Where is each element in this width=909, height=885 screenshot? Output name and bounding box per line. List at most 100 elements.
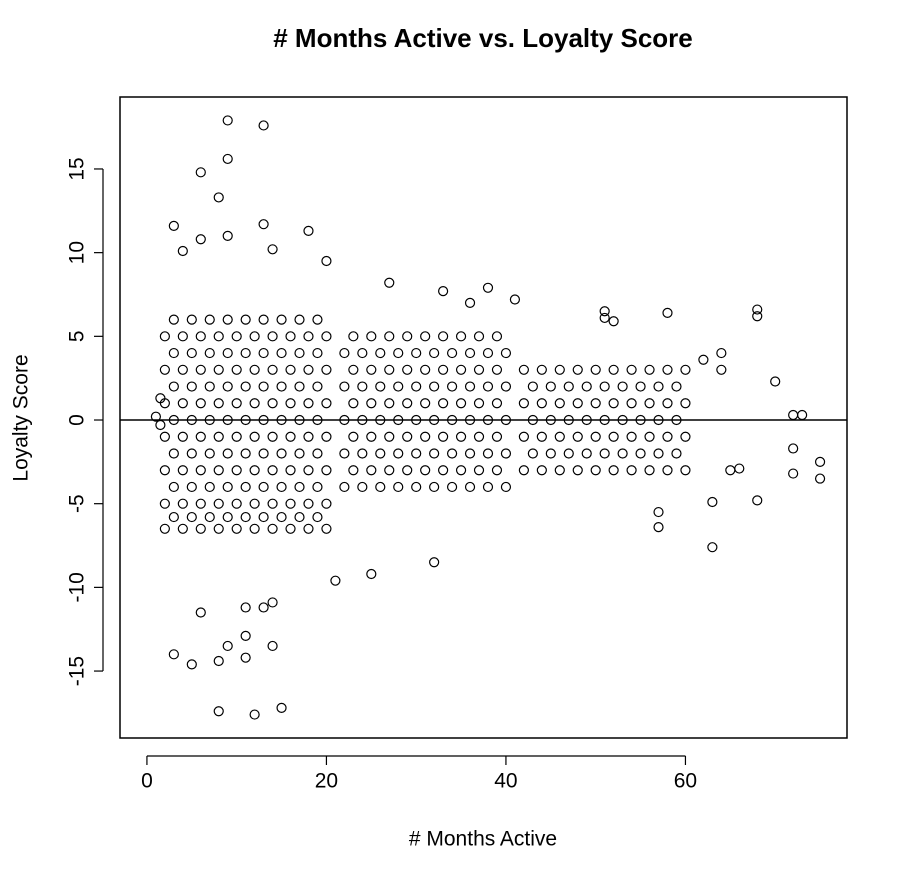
point: [249, 331, 260, 342]
point: [662, 364, 673, 375]
point: [384, 277, 395, 288]
point: [303, 465, 314, 476]
point: [411, 481, 422, 493]
point: [536, 465, 547, 476]
point: [222, 481, 233, 493]
point: [420, 364, 431, 375]
point: [213, 431, 224, 442]
point: [393, 381, 404, 392]
point: [267, 364, 278, 375]
point: [393, 347, 404, 359]
point: [168, 220, 179, 231]
x-tick-label: 60: [674, 770, 697, 793]
point: [644, 465, 655, 476]
point: [249, 431, 260, 442]
point: [186, 511, 197, 523]
point: [446, 448, 458, 459]
point: [536, 431, 547, 442]
point: [222, 347, 233, 359]
point: [249, 523, 260, 534]
point: [159, 331, 170, 342]
point: [420, 465, 431, 476]
point: [599, 381, 610, 392]
point: [285, 431, 296, 442]
point: [330, 575, 341, 586]
point: [195, 167, 206, 178]
point: [536, 364, 547, 375]
point: [464, 448, 476, 459]
point: [509, 294, 521, 305]
point: [312, 511, 323, 523]
point: [222, 230, 233, 242]
point: [159, 431, 170, 442]
point: [213, 655, 224, 667]
point: [222, 314, 233, 325]
point: [626, 465, 637, 476]
point: [168, 511, 179, 523]
point: [267, 640, 278, 652]
point: [249, 709, 260, 720]
point: [455, 431, 467, 442]
point: [420, 331, 431, 342]
point: [527, 381, 538, 392]
point: [267, 431, 278, 442]
point: [500, 481, 512, 493]
point: [464, 481, 476, 493]
point: [285, 465, 296, 476]
point: [366, 568, 377, 580]
point: [258, 602, 269, 613]
point: [321, 255, 332, 267]
point: [671, 448, 682, 459]
point: [321, 523, 332, 534]
point: [303, 431, 314, 442]
point: [375, 448, 386, 459]
y-tick-label: 10: [66, 241, 89, 264]
point: [294, 511, 305, 523]
point: [222, 381, 233, 392]
point: [195, 331, 206, 342]
point: [195, 431, 206, 442]
point: [429, 448, 440, 459]
y-tick-label: 15: [66, 157, 89, 180]
point: [240, 381, 251, 392]
point: [429, 557, 440, 568]
point: [240, 652, 251, 663]
point: [321, 398, 332, 409]
y-tick-label: 5: [66, 330, 89, 342]
point: [213, 523, 224, 534]
point: [339, 448, 350, 459]
point: [455, 398, 467, 409]
point: [366, 331, 377, 342]
point: [159, 498, 170, 509]
point: [357, 481, 368, 493]
point: [204, 381, 215, 392]
point: [276, 314, 287, 325]
point: [294, 347, 305, 359]
point: [788, 468, 799, 479]
point: [563, 448, 574, 459]
point: [716, 364, 727, 375]
point: [491, 364, 503, 375]
point: [590, 465, 601, 476]
point: [572, 398, 583, 409]
point: [473, 431, 485, 442]
point: [267, 523, 278, 534]
point: [222, 511, 233, 523]
point: [159, 364, 170, 375]
x-tick-label: 40: [494, 770, 517, 793]
point: [348, 398, 359, 409]
point: [294, 314, 305, 325]
point: [321, 465, 332, 476]
point: [267, 465, 278, 476]
point: [446, 347, 458, 359]
point: [294, 448, 305, 459]
point: [195, 398, 206, 409]
point: [213, 706, 224, 717]
point: [195, 498, 206, 509]
point: [186, 381, 197, 392]
point: [231, 465, 242, 476]
point: [168, 347, 179, 359]
point: [572, 431, 583, 442]
point: [222, 448, 233, 459]
point: [366, 431, 377, 442]
